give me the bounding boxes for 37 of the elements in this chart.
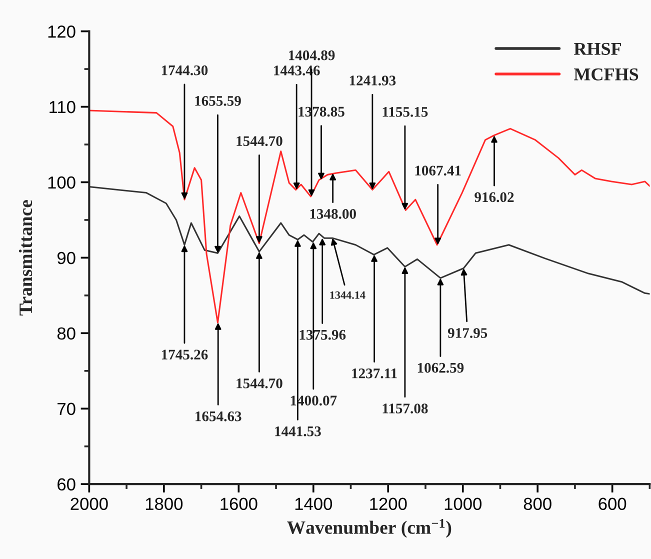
annotation: 1155.15 [382, 107, 428, 117]
legend-label: RHSF [574, 42, 621, 55]
x-tick-label: 2000 [70, 498, 108, 510]
x-tick-label: 800 [524, 498, 552, 510]
x-axis-title: Wavenumber (cm$^{−1}$) [287, 519, 452, 538]
annotation: 917.95 [448, 328, 488, 338]
y-tick-label: 70 [58, 402, 76, 416]
y-tick-label: 90 [58, 252, 76, 264]
annotation: 1157.08 [382, 404, 428, 414]
annotation: 1237.11 [352, 368, 397, 378]
annotation: 1544.70 [236, 378, 282, 388]
annotation: 1655.59 [195, 96, 241, 106]
y-tick-label: 110 [50, 100, 76, 114]
annotation: 1441.53 [275, 426, 321, 436]
x-tick-label: 1400 [295, 498, 332, 510]
annotation: 1745.26 [162, 350, 208, 360]
annotation: 1348.00 [310, 208, 356, 219]
annotation: 1744.30 [162, 65, 208, 76]
y-tick-label: 120 [48, 25, 76, 38]
y-axis-title: Transmittance [18, 200, 32, 316]
y-tick-label: 100 [48, 176, 76, 189]
x-tick-label: 1200 [370, 498, 407, 510]
annotation: 1067.41 [415, 166, 461, 176]
annotation: 1062.59 [418, 362, 464, 373]
annotation: 1544.70 [236, 136, 282, 146]
annotation: 916.02 [474, 192, 514, 202]
x-tick-label: 1600 [220, 498, 258, 510]
x-tick-label: 1000 [444, 498, 482, 510]
y-tick-label: 60 [58, 478, 76, 491]
annotation: 1404.89 [288, 50, 335, 60]
y-tick-label: 80 [57, 327, 76, 340]
x-tick-label: 1800 [146, 498, 183, 510]
x-tick-label: 600 [598, 498, 626, 510]
annotation: 1241.93 [350, 76, 396, 86]
annotation: 1344.14 [330, 291, 366, 299]
legend-label: MCFHS [574, 68, 638, 80]
annotation: 1654.63 [196, 411, 242, 422]
